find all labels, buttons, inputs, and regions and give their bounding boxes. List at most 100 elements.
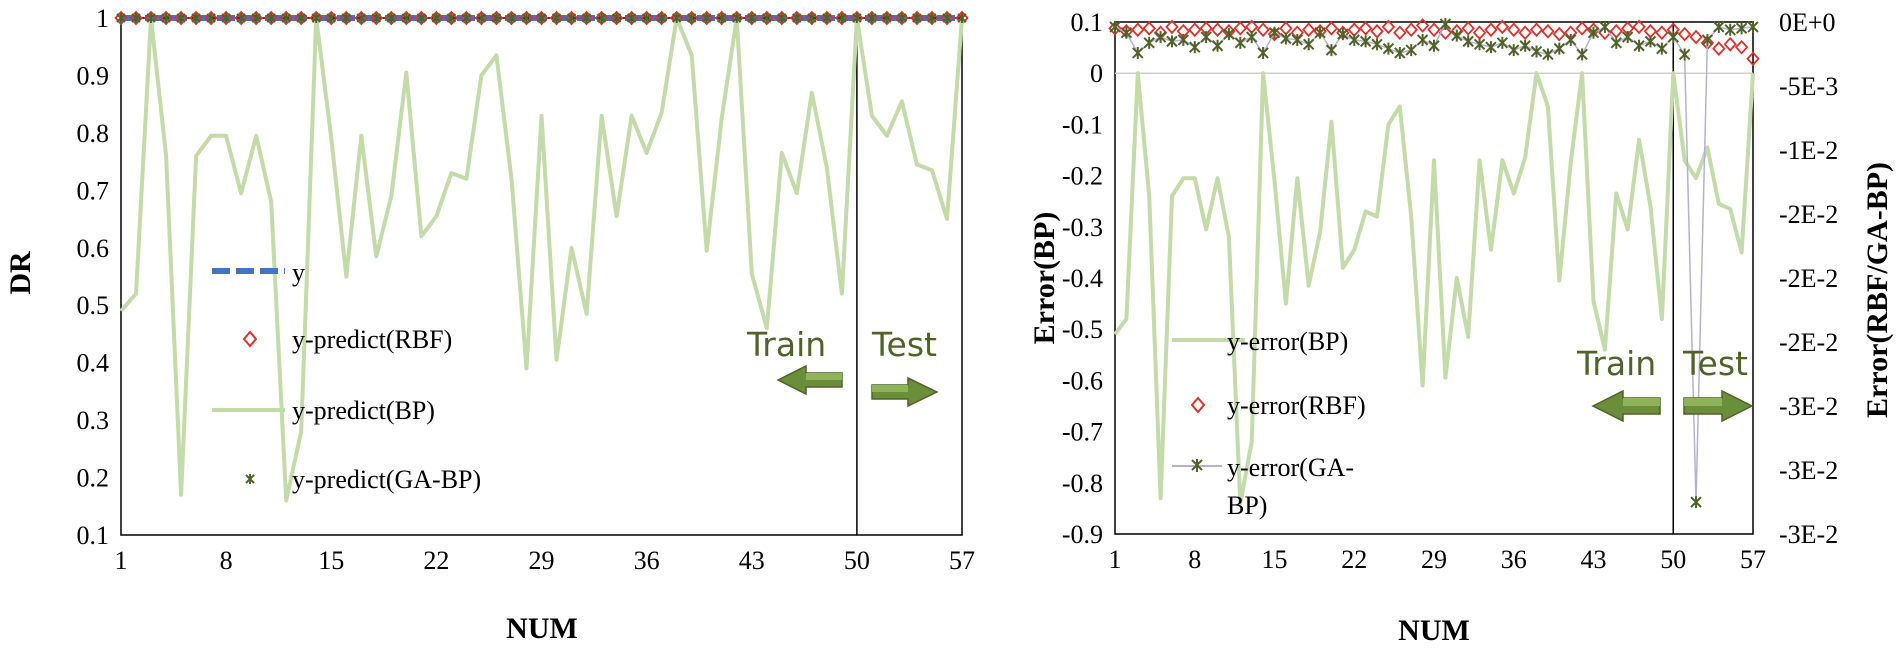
right-y-error-ga-bp-point (1633, 39, 1645, 52)
right-y-error-ga-bp-point (1644, 35, 1657, 48)
left-y-predict-ga-bp-point (957, 13, 967, 23)
left-y-axis-title: DR (4, 251, 37, 295)
legend-label-error-rbf: y-error(RBF) (1227, 391, 1366, 420)
right-y-error-ga-bp-point (1485, 41, 1497, 54)
left-y-tick-label: 0.7 (77, 176, 110, 205)
legend-label-rbf: y-predict(RBF) (292, 325, 452, 354)
left-y-predict-rbf-point (910, 10, 924, 26)
left-y-predict-rbf-point (820, 10, 834, 26)
right-y-error-ga-bp-point (1747, 20, 1759, 33)
left-y-predict-ga-bp-point (777, 13, 787, 23)
right-y2-tick-label: -2E-2 (1779, 264, 1838, 293)
left-x-axis-title: NUM (506, 612, 578, 645)
right-y-error-ga-bp-point (1189, 41, 1201, 54)
left-y-predict-ga-bp-point (626, 13, 637, 23)
right-y-tick-label: -0.6 (1062, 366, 1103, 395)
right-y-error-ga-bp-point (1508, 44, 1520, 57)
left-y-predict-ga-bp-point (897, 13, 907, 23)
left-y-predict-ga-bp-point (461, 13, 472, 23)
right-y-error-rbf-point (1370, 23, 1384, 39)
right-y-error-rbf-point (1495, 19, 1510, 35)
right-y-error-ga-bp-point (1109, 20, 1121, 33)
right-y-error-ga-bp-point (1439, 18, 1452, 30)
left-legend: y y-predict(RBF) y-predict(BP) y-predict… (212, 258, 481, 494)
right-y-error-rbf-point (1381, 19, 1396, 35)
right-y-ticks: -0.9 -0.8 -0.7 -0.6 -0.5 -0.4 -0.3 -0.2 -0.1 0 0.1 (1062, 8, 1753, 549)
right-y2-ticks: 0E+0 -5E-3 -1E-2 -2E-2 -2E-2 -2E-2 -3E-2 -3E-2 -… (1779, 8, 1838, 549)
left-y-predict-ga-bp-point (536, 13, 547, 23)
right-y-error-rbf-point (1677, 26, 1692, 42)
left-y-predict-ga-bp-point (611, 13, 622, 23)
legend-label-error-bp: y-error(BP) (1227, 327, 1348, 356)
left-y-predict-rbf-point (279, 10, 293, 26)
left-y-predict-ga-bp-point (566, 13, 577, 23)
left-y-predict-ga-bp-point (867, 13, 877, 23)
right-y-tick-label: -0.3 (1062, 213, 1103, 242)
left-y-predict-ga-bp-point (236, 13, 246, 23)
left-y-predict-rbf-point (219, 10, 233, 26)
right-plot-area (1114, 21, 1754, 535)
left-y-predict-rbf-point (549, 10, 564, 26)
left-y-predict-ga-bp-point (747, 13, 757, 23)
right-x-tick-label: 50 (1660, 545, 1686, 574)
right-y-error-rbf-point (1746, 51, 1760, 67)
right-y-error-ga-bp-point (1268, 26, 1281, 39)
right-y-error-rbf-point (1734, 39, 1749, 55)
right-y-error-ga-bp-point (1496, 36, 1509, 49)
left-y-predict-rbf-point (114, 10, 128, 26)
left-chart: DR NUM 0.1 0.2 0.3 0.4 0.5 0.6 0.7 0.8 0.9 1 1 8 15… (4, 4, 975, 645)
right-y-tick-label: -0.8 (1062, 469, 1103, 498)
right-y-error-rbf-point (1461, 21, 1475, 36)
right-y-error-ga-bp-point (1690, 496, 1702, 509)
legend-label-bp: y-predict(BP) (292, 396, 435, 425)
left-y-predict-ga-bp-point (116, 13, 126, 23)
left-x-tick-label: 15 (318, 546, 344, 575)
legend-swatch-error-rbf (1190, 396, 1206, 414)
left-y-predict-rbf-point (444, 10, 459, 26)
right-y-error-rbf-point (1324, 21, 1339, 36)
right-y-tick-label: -0.2 (1062, 162, 1103, 191)
right-y-error-ga-bp-point (1553, 42, 1566, 55)
left-y-predict-ga-bp-point (161, 13, 171, 23)
right-y-error-rbf-point (1529, 22, 1544, 38)
right-x-tick-label: 36 (1501, 545, 1527, 574)
right-y-error-ga-bp-point (1735, 22, 1748, 35)
right-arrow-right-icon (1683, 389, 1754, 423)
right-y-error-rbf-point (1233, 21, 1248, 36)
right-y-error-rbf-point (1210, 22, 1225, 38)
left-y-predict-rbf-point (534, 10, 549, 26)
left-y-predict-rbf-point (174, 10, 188, 26)
left-x-tick-label: 22 (423, 546, 449, 575)
right-y2-tick-label: -3E-2 (1779, 520, 1838, 549)
right-y-error-ga-bp-point (1348, 33, 1360, 46)
right-y-error-ga-bp-point (1713, 20, 1725, 33)
left-y-predict-ga-bp-point (296, 13, 306, 23)
left-x-tick-label: 36 (634, 546, 660, 575)
right-y-error-rbf-point (1507, 22, 1521, 38)
right-train-test-annotation: Train Test (1576, 344, 1754, 423)
right-y-error-rbf-point (1188, 22, 1202, 38)
right-y-error-rbf-point (1518, 25, 1532, 41)
left-y-predict-rbf-point (835, 10, 849, 26)
right-y-tick-label: 0 (1090, 59, 1103, 88)
right-y-error-ga-bp-point (1302, 38, 1315, 51)
left-arrow-left-icon (776, 364, 843, 396)
left-y-predict-ga-bp-point (386, 13, 397, 23)
right-y-error-ga-bp-point (1280, 32, 1292, 45)
right-y-error-ga-bp-point (1120, 26, 1133, 39)
left-y-predict-rbf-point (429, 10, 444, 26)
left-y-predict-ga-bp-point (221, 13, 231, 23)
right-y-error-rbf-point (1131, 22, 1145, 38)
right-y-error-rbf-point (1689, 29, 1703, 45)
left-y-tick-label: 0.4 (77, 349, 110, 378)
left-y-predict-rbf-point (895, 10, 909, 26)
right-y-error-ga-bp-point (1166, 35, 1178, 48)
left-y-predict-rbf-point (369, 10, 384, 26)
right-y-error-rbf-point (1393, 25, 1407, 41)
left-y-predict-ga-bp-point (266, 13, 276, 23)
left-y-predict-rbf-point (684, 10, 699, 26)
right-y-error-ga-bp-point (1599, 20, 1611, 33)
right-y-error-rbf-point (1301, 22, 1316, 38)
left-y-predict-ga-bp-point (927, 13, 937, 23)
left-y-predict-ga-bp-point (176, 13, 186, 23)
